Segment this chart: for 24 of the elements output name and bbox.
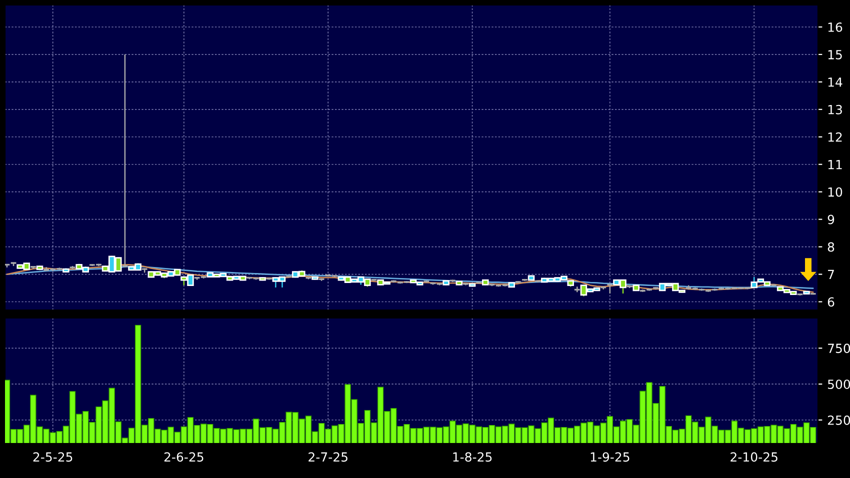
- y-tick-label: 11: [828, 160, 842, 170]
- y-tick-label: 6: [828, 297, 834, 307]
- y-tick-label: 16: [828, 22, 842, 32]
- candlestick: [121, 54, 128, 268]
- x-tick-label: 1-8-25: [453, 452, 492, 462]
- y-tick-label: 250: [828, 415, 850, 425]
- line-series: [6, 264, 814, 293]
- y-tick-label: 500: [828, 380, 850, 390]
- x-tick-label: 2-6-25: [164, 452, 204, 462]
- y-tick-label: 7: [828, 270, 834, 280]
- y-tick-label: 9: [828, 214, 834, 224]
- x-tick-label: 2-10-25: [730, 452, 778, 462]
- line-series: [6, 266, 814, 289]
- y-tick-label: 10: [828, 187, 842, 197]
- y-tick-label: 13: [828, 104, 842, 114]
- y-tick-label: 12: [828, 132, 842, 142]
- x-tick-label: 2-7-25: [308, 452, 348, 462]
- y-tick-label: 8: [828, 242, 834, 252]
- x-tick-label: 2-5-25: [33, 452, 72, 462]
- y-tick-label: 14: [828, 78, 842, 87]
- y-tick-label: 750: [828, 344, 850, 354]
- candlestick: [606, 282, 614, 294]
- y-tick-label: 15: [828, 50, 842, 60]
- x-tick-label: 1-9-25: [590, 452, 630, 462]
